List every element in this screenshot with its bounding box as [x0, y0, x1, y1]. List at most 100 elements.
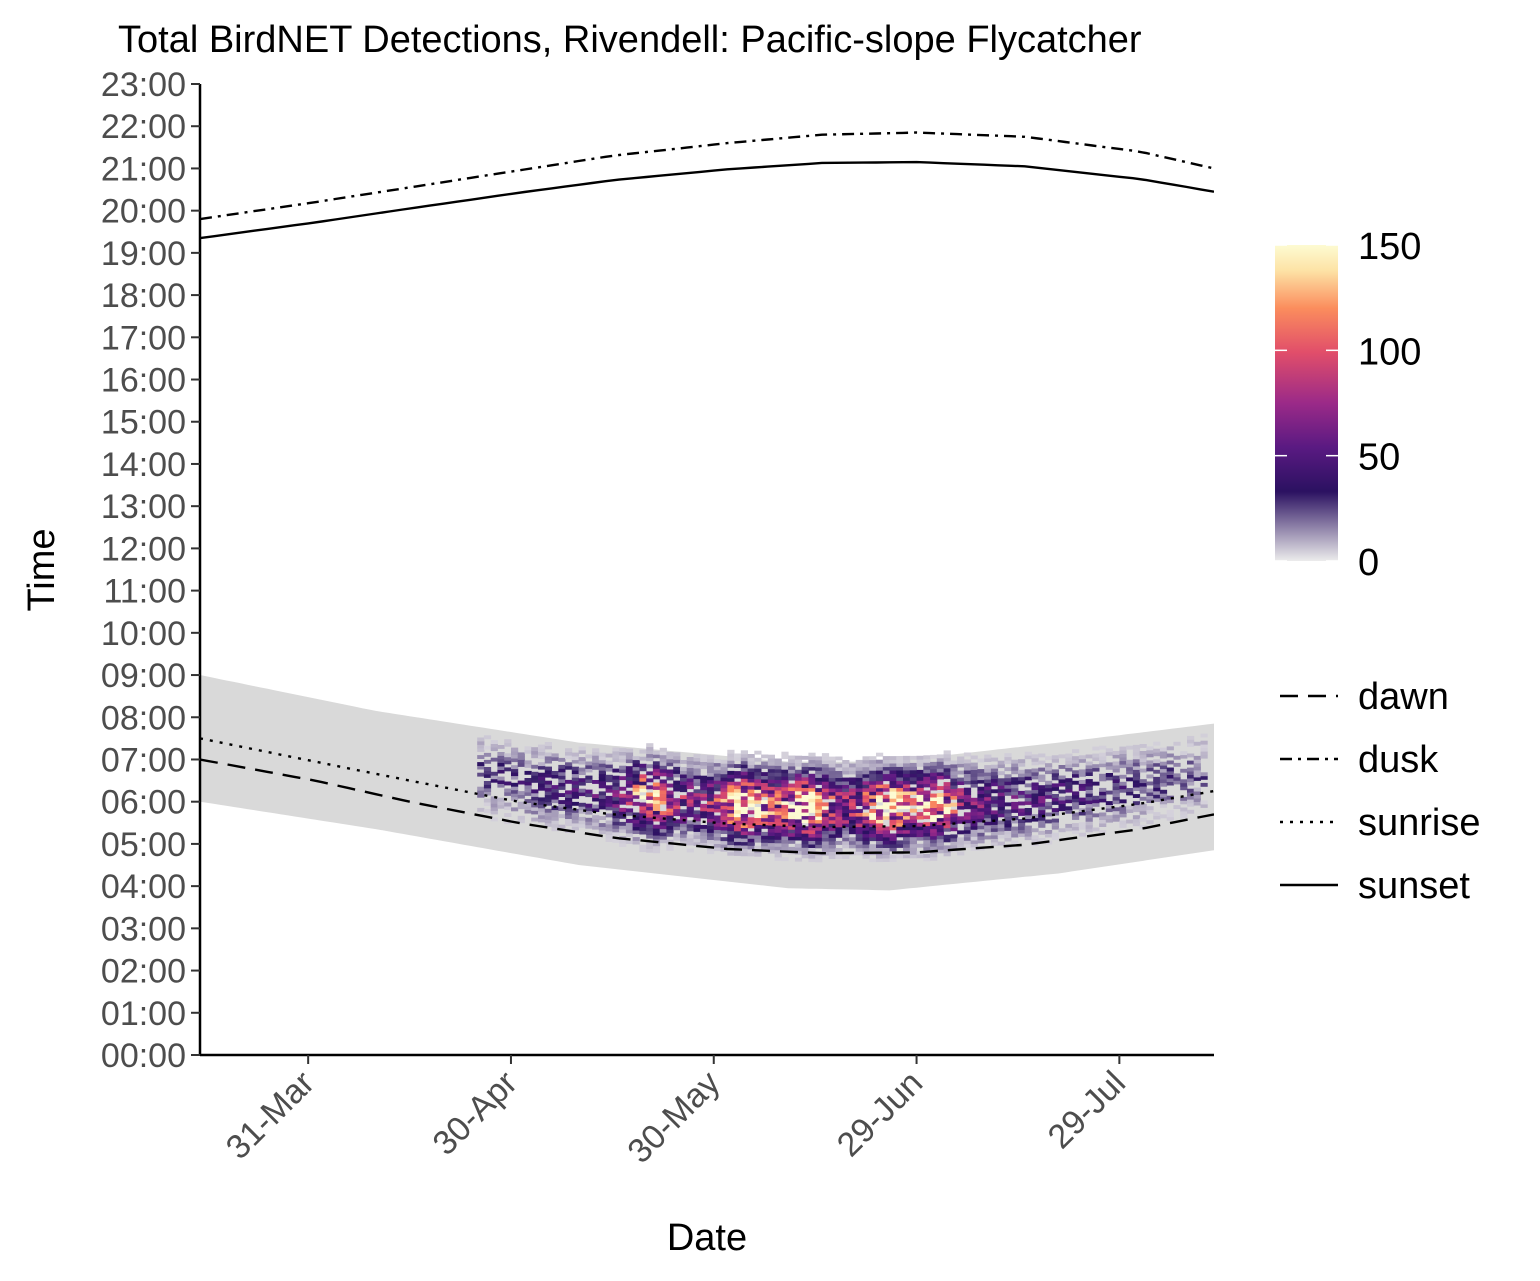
- heatmap-cell: [707, 822, 715, 826]
- heatmap-cell: [693, 799, 701, 804]
- heatmap-cell: [990, 824, 999, 829]
- heatmap-cell: [490, 747, 498, 752]
- heatmap-cell: [828, 788, 836, 793]
- heatmap-cell: [646, 764, 654, 769]
- heatmap-cell: [1072, 798, 1080, 803]
- heatmap-cell: [598, 752, 606, 757]
- heatmap-cell: [659, 835, 667, 840]
- heatmap-cell: [808, 784, 816, 789]
- heatmap-cell: [1146, 746, 1154, 751]
- heatmap-cell: [700, 814, 708, 819]
- heatmap-cell: [511, 789, 519, 794]
- y-tick-label: 12:00: [101, 530, 186, 568]
- heatmap-cell: [997, 795, 1005, 800]
- heatmap-cell: [646, 810, 654, 814]
- heatmap-cell: [673, 787, 681, 792]
- heatmap-cell: [707, 800, 715, 805]
- heatmap-cell: [1159, 772, 1168, 777]
- heatmap-cell: [747, 796, 755, 801]
- heatmap-cell: [1011, 805, 1019, 810]
- heatmap-cell: [849, 830, 857, 835]
- heatmap-cell: [1004, 837, 1012, 842]
- heatmap-cell: [1078, 801, 1086, 805]
- heatmap-cell: [1051, 783, 1059, 788]
- heatmap-cell: [531, 789, 539, 794]
- heatmap-cell: [828, 774, 836, 779]
- heatmap-cell: [767, 828, 775, 833]
- heatmap-cell: [767, 793, 775, 798]
- heatmap-cell: [1085, 803, 1093, 808]
- heatmap-cell: [936, 849, 944, 854]
- heatmap-cell: [794, 808, 803, 813]
- heatmap-cell: [977, 797, 985, 802]
- heatmap-cell: [1112, 810, 1120, 815]
- heatmap-cell: [761, 842, 769, 847]
- heatmap-cell: [794, 755, 803, 760]
- heatmap-cell: [666, 797, 674, 802]
- heatmap-cell: [896, 812, 904, 817]
- heatmap-cell: [686, 841, 694, 846]
- heatmap-cell: [1132, 769, 1141, 774]
- heatmap-cell: [1031, 789, 1039, 794]
- x-tick-label: 30-Apr: [426, 1064, 525, 1163]
- heatmap-cell: [808, 794, 816, 799]
- heatmap-cell: [625, 797, 634, 802]
- heatmap-cell: [963, 801, 972, 806]
- heatmap-cell: [801, 805, 809, 810]
- heatmap-cell: [821, 770, 830, 775]
- heatmap-cell: [788, 832, 796, 837]
- heatmap-cell: [862, 833, 870, 838]
- heatmap-cell: [1018, 759, 1026, 764]
- y-tick-label: 10:00: [101, 615, 186, 653]
- heatmap-cell: [646, 746, 654, 751]
- heatmap-cell: [1119, 788, 1127, 793]
- heatmap-cell: [923, 780, 931, 784]
- heatmap-cell: [774, 758, 782, 763]
- heatmap-cell: [625, 773, 634, 778]
- x-tick-label: 31-Mar: [219, 1064, 322, 1167]
- heatmap-cell: [1146, 767, 1154, 772]
- heatmap-cell: [997, 781, 1005, 786]
- heatmap-cell: [943, 768, 951, 772]
- heatmap-cell: [666, 801, 674, 805]
- heatmap-cell: [1031, 803, 1039, 808]
- heatmap-cell: [720, 780, 728, 785]
- heatmap-cell: [903, 843, 911, 848]
- heatmap-cell: [740, 848, 748, 853]
- heatmap-cell: [876, 847, 884, 852]
- heatmap-cell: [801, 815, 809, 820]
- heatmap-cell: [1024, 776, 1032, 781]
- heatmap-cell: [997, 806, 1005, 811]
- heatmap-cell: [923, 765, 931, 770]
- heatmap-cell: [1058, 807, 1066, 812]
- heatmap-cell: [659, 832, 667, 837]
- heatmap-cell: [1139, 744, 1147, 748]
- y-tick-label: 13:00: [101, 488, 186, 526]
- heatmap-cell: [984, 779, 992, 784]
- heatmap-cell: [916, 812, 924, 816]
- heatmap-cell: [673, 773, 681, 778]
- heatmap-cell: [862, 844, 870, 849]
- heatmap-cell: [1024, 772, 1032, 777]
- heatmap-cell: [842, 855, 850, 859]
- heatmap-cell: [1099, 816, 1107, 820]
- heatmap-cell: [666, 829, 674, 834]
- heatmap-cell: [734, 757, 742, 761]
- heatmap-cell: [754, 845, 762, 850]
- heatmap-cell: [1119, 746, 1127, 751]
- heatmap-cell: [747, 757, 755, 762]
- heatmap-cell: [538, 772, 546, 777]
- heatmap-cell: [781, 829, 789, 833]
- heatmap-cell: [598, 805, 606, 810]
- heatmap-cell: [578, 806, 586, 811]
- heatmap-cell: [707, 779, 715, 784]
- heatmap-cell: [639, 781, 647, 786]
- heatmap-cell: [990, 789, 999, 794]
- heatmap-cell: [1200, 744, 1208, 749]
- heatmap-cell: [1200, 775, 1208, 780]
- heatmap-cell: [511, 775, 519, 780]
- line-dusk: [200, 131, 1214, 221]
- heatmap-cell: [1024, 751, 1032, 756]
- heatmap-cell: [909, 780, 917, 785]
- heatmap-cell: [1139, 817, 1147, 822]
